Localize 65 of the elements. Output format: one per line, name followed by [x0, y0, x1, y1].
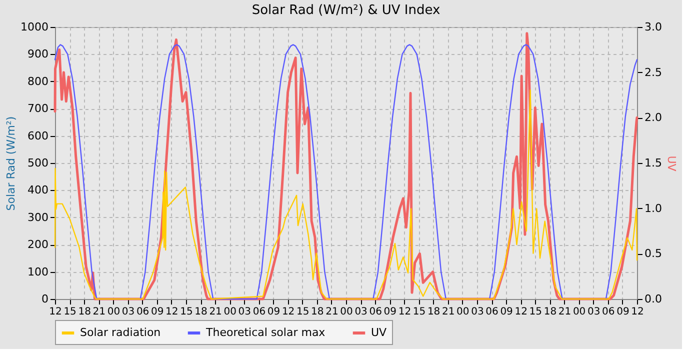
x-tick-label: 12 — [49, 306, 62, 318]
x-tick-label: 12 — [398, 306, 412, 318]
x-tick-label: 03 — [238, 306, 252, 318]
x-tick-label: 12 — [166, 306, 178, 318]
x-tick-label: 03 — [471, 306, 484, 318]
x-tick-label: 06 — [252, 306, 266, 318]
y-tick-label: 600 — [28, 129, 48, 142]
x-tick-label: 00 — [107, 306, 120, 318]
x-tick-label: 12 — [631, 306, 644, 318]
y-tick-label: 1000 — [20, 20, 48, 34]
x-tick-label: 21 — [558, 306, 572, 318]
x-tick-label: 12 — [282, 306, 295, 318]
x-tick-label: 15 — [296, 306, 310, 318]
legend-label: Theoretical solar max — [205, 326, 326, 339]
x-tick-label: 09 — [616, 306, 630, 318]
y2-tick-label: 1.5 — [644, 156, 662, 170]
x-tick-label: 09 — [150, 306, 164, 318]
y2-tick-label: 2.0 — [644, 111, 662, 124]
y2-tick-label: 0.0 — [644, 292, 662, 306]
y-tick-label: 300 — [28, 210, 48, 224]
x-tick-label: 03 — [354, 306, 368, 318]
y-tick-label: 0 — [42, 292, 48, 306]
x-tick-label: 18 — [194, 306, 208, 318]
y-tick-label: 700 — [28, 102, 48, 116]
x-tick-label: 00 — [224, 306, 236, 318]
x-tick-label: 06 — [602, 306, 615, 318]
x-tick-label: 03 — [587, 306, 600, 318]
x-tick-label: 06 — [486, 306, 498, 318]
x-tick-label: 09 — [500, 306, 513, 318]
x-tick-label: 15 — [529, 306, 542, 318]
x-tick-label: 18 — [78, 306, 91, 318]
x-tick-label: 21 — [92, 306, 106, 318]
x-tick-label: 18 — [427, 306, 440, 318]
x-tick-label: 15 — [180, 306, 193, 318]
y2-tick-label: 1.0 — [644, 202, 662, 215]
y2-tick-label: 0.5 — [644, 247, 662, 260]
x-tick-label: 06 — [136, 306, 150, 318]
x-tick-label: 21 — [326, 306, 338, 318]
y2-tick-label: 2.5 — [644, 66, 662, 79]
y-tick-label: 900 — [28, 48, 48, 61]
legend-label: UV — [371, 326, 388, 339]
x-tick-label: 00 — [456, 306, 470, 318]
chart-title: Solar Rad (W/m²) & UV Index — [252, 3, 440, 18]
x-tick-label: 06 — [369, 306, 382, 318]
x-tick-label: 09 — [267, 306, 280, 318]
x-tick-label: 21 — [209, 306, 222, 318]
y2-axis-title: UV — [664, 156, 678, 172]
y-axis-title: Solar Rad (W/m²) — [4, 116, 18, 211]
x-tick-label: 12 — [514, 306, 528, 318]
y-tick-label: 400 — [28, 184, 48, 197]
y2-tick-label: 3.0 — [644, 20, 662, 34]
x-tick-label: 09 — [384, 306, 397, 318]
y-tick-label: 500 — [28, 156, 48, 170]
x-tick-label: 18 — [311, 306, 324, 318]
x-tick-label: 18 — [544, 306, 557, 318]
y-tick-label: 200 — [28, 238, 48, 252]
x-tick-label: 21 — [442, 306, 455, 318]
y-tick-label: 800 — [28, 74, 48, 88]
x-tick-label: 00 — [340, 306, 353, 318]
x-tick-label: 03 — [122, 306, 135, 318]
y-tick-label: 100 — [28, 265, 48, 278]
legend-label: Solar radiation — [80, 326, 161, 339]
x-tick-label: 15 — [64, 306, 76, 318]
x-tick-label: 00 — [572, 306, 586, 318]
x-tick-label: 15 — [412, 306, 426, 318]
